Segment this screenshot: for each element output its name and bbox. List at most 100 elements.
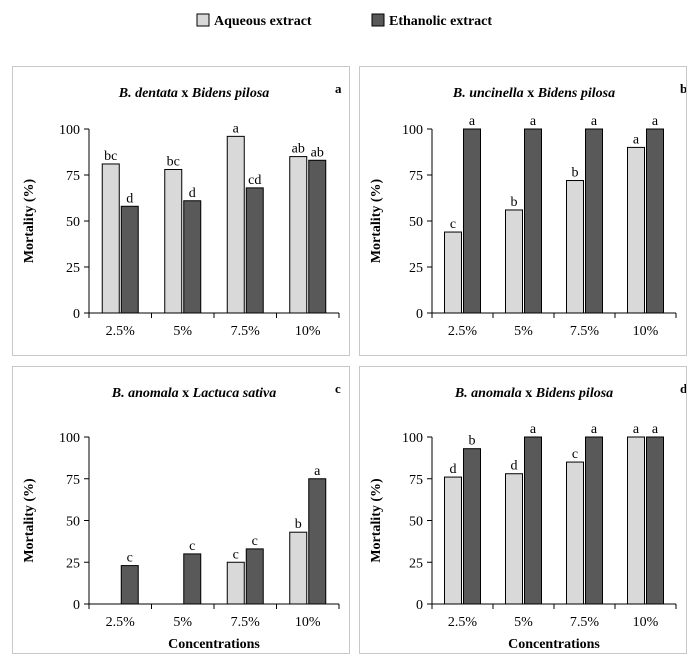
chart-d-data-label-aqueous-0: d [450,462,457,477]
chart-d-title-part-2: Bidens pilosa [535,386,613,401]
chart-b-y-axis-label: Mortality (%) [369,178,384,263]
chart-b-bar-aqueous-0 [444,231,462,314]
chart-a-x-tick-label-3: 10% [295,324,321,339]
chart-c-y-tick-label-2: 50 [66,515,80,530]
chart-b-data-label-aqueous-0: c [450,217,456,232]
chart-d-x-tick-label-0: 2.5% [448,615,478,630]
chart-c-title: B. anomala x Lactuca sativa [111,386,277,401]
chart-d-y-tick-label-4: 100 [402,431,423,446]
chart-legend: Aqueous extract Ethanolic extract [0,0,687,44]
chart-b-data-label-aqueous-1: b [511,195,518,210]
chart-c-title-sep: x [179,386,193,401]
chart-d-x-tick-label-1: 5% [514,615,533,630]
chart-b-data-label-aqueous-3: a [633,132,640,147]
chart-c-bar-ethanolic-3 [308,478,327,605]
chart-d-svg: B. anomala x Bidens pilosa d Mortality (%)… [369,381,686,652]
chart-b-data-label-ethanolic-0: a [469,114,476,129]
legend-label-ethanolic: Ethanolic extract [389,14,492,29]
chart-panel-d: B. anomala x Bidens pilosa d Mortality (%)… [359,366,687,654]
chart-b-y-tick-label-1: 25 [409,261,423,276]
chart-d-bar-ethanolic-3 [646,436,664,605]
chart-d-data-label-aqueous-1: d [511,459,518,474]
chart-c-x-axis-label: Concentrations [168,637,260,652]
chart-a-data-label-ethanolic-0: d [126,191,133,206]
chart-b-x-tick-label-2: 7.5% [570,324,600,339]
chart-c-y-tick-label-1: 25 [66,556,80,571]
chart-b-y-tick-label-0: 0 [416,307,423,322]
chart-d-x-tick-label-3: 10% [633,615,659,630]
chart-d-bar-aqueous-3 [627,436,645,605]
chart-a-data-label-aqueous-3: ab [292,142,305,157]
chart-d-bar-ethanolic-1 [524,436,542,605]
chart-a-svg: B. dentata x Bidens pilosa a Mortality (%)… [22,81,342,339]
chart-a-bar-aqueous-1 [164,168,183,314]
chart-a-bar-aqueous-2 [226,135,245,314]
chart-b-title-part-2: Bidens pilosa [537,86,615,101]
chart-a-y-tick-label-4: 100 [59,123,80,138]
chart-b-x-tick-label-1: 5% [514,324,533,339]
chart-c-data-label-ethanolic-0: c [127,551,133,566]
chart-d-title-part-1: B. anomala [454,386,522,401]
chart-b-title: B. uncinella x Bidens pilosa [452,86,615,101]
chart-d-bar-aqueous-2 [566,461,584,605]
chart-b-panel-letter: b [680,81,687,96]
chart-a-bar-aqueous-3 [289,156,308,314]
chart-c-y-tick-label-0: 0 [73,598,80,613]
legend-svg: Aqueous extract Ethanolic extract [196,13,492,29]
chart-c-bar-aqueous-3 [289,531,308,605]
chart-c-panel-letter: c [335,381,341,396]
chart-a-x-tick-label-2: 7.5% [231,324,261,339]
chart-d-bar-aqueous-0 [444,476,462,605]
chart-d-data-label-ethanolic-1: a [530,422,537,437]
chart-c-y-tick-label-3: 75 [66,473,80,488]
chart-a-data-label-aqueous-0: bc [104,149,117,164]
chart-b-bar-ethanolic-0 [463,128,481,314]
chart-a-y-tick-label-1: 25 [66,261,80,276]
chart-a-data-label-ethanolic-3: ab [311,145,324,160]
chart-d-bar-ethanolic-2 [585,436,603,605]
chart-c-bar-ethanolic-1 [183,553,202,605]
chart-a-x-tick-label-1: 5% [173,324,192,339]
chart-c-bar-ethanolic-2 [245,548,264,605]
chart-c-title-part-2: Lactuca sativa [192,386,277,401]
chart-a-y-tick-label-2: 50 [66,215,80,230]
chart-d-y-tick-label-3: 75 [409,473,423,488]
chart-c-x-tick-label-3: 10% [295,615,321,630]
chart-b-x-tick-label-3: 10% [633,324,659,339]
chart-b-y-tick-label-4: 100 [402,123,423,138]
chart-b-bar-aqueous-2 [566,180,584,314]
chart-d-y-axis-label: Mortality (%) [369,478,384,563]
chart-a-y-tick-label-3: 75 [66,169,80,184]
chart-b-data-label-aqueous-2: b [572,166,579,181]
chart-b-bar-aqueous-3 [627,146,645,314]
chart-b-bar-ethanolic-3 [646,128,664,314]
chart-b-data-label-ethanolic-1: a [530,114,537,129]
chart-d-y-tick-label-2: 50 [409,515,423,530]
chart-a-bar-aqueous-0 [101,163,120,314]
chart-c-x-tick-label-0: 2.5% [106,615,136,630]
chart-a-x-tick-label-0: 2.5% [106,324,136,339]
chart-d-x-tick-label-2: 7.5% [570,615,600,630]
chart-a-data-label-ethanolic-1: d [189,186,196,201]
chart-d-data-label-aqueous-3: a [633,422,640,437]
chart-b-title-sep: x [524,86,538,101]
chart-d-data-label-aqueous-2: c [572,447,578,462]
chart-b-data-label-ethanolic-3: a [652,114,659,129]
chart-d-x-axis-label: Concentrations [508,637,600,652]
chart-c-svg: B. anomala x Lactuca sativa c Mortality (%… [22,381,341,652]
chart-d-bar-aqueous-1 [505,473,523,605]
chart-d-y-tick-label-0: 0 [416,598,423,613]
chart-b-svg: B. uncinella x Bidens pilosa b Mortality (… [369,81,687,339]
chart-c-x-tick-label-1: 5% [173,615,192,630]
legend-label-aqueous: Aqueous extract [214,14,312,29]
chart-d-data-label-ethanolic-2: a [591,422,598,437]
chart-c-y-tick-label-4: 100 [59,431,80,446]
chart-d-title-sep: x [522,386,536,401]
chart-d-data-label-ethanolic-0: b [469,434,476,449]
chart-c-bar-ethanolic-0 [120,565,139,605]
chart-a-data-label-aqueous-1: bc [167,154,180,169]
chart-c-bar-aqueous-2 [226,561,245,605]
chart-a-title-sep: x [178,86,192,101]
chart-c-title-part-1: B. anomala [111,386,179,401]
chart-a-y-tick-label-0: 0 [73,307,80,322]
